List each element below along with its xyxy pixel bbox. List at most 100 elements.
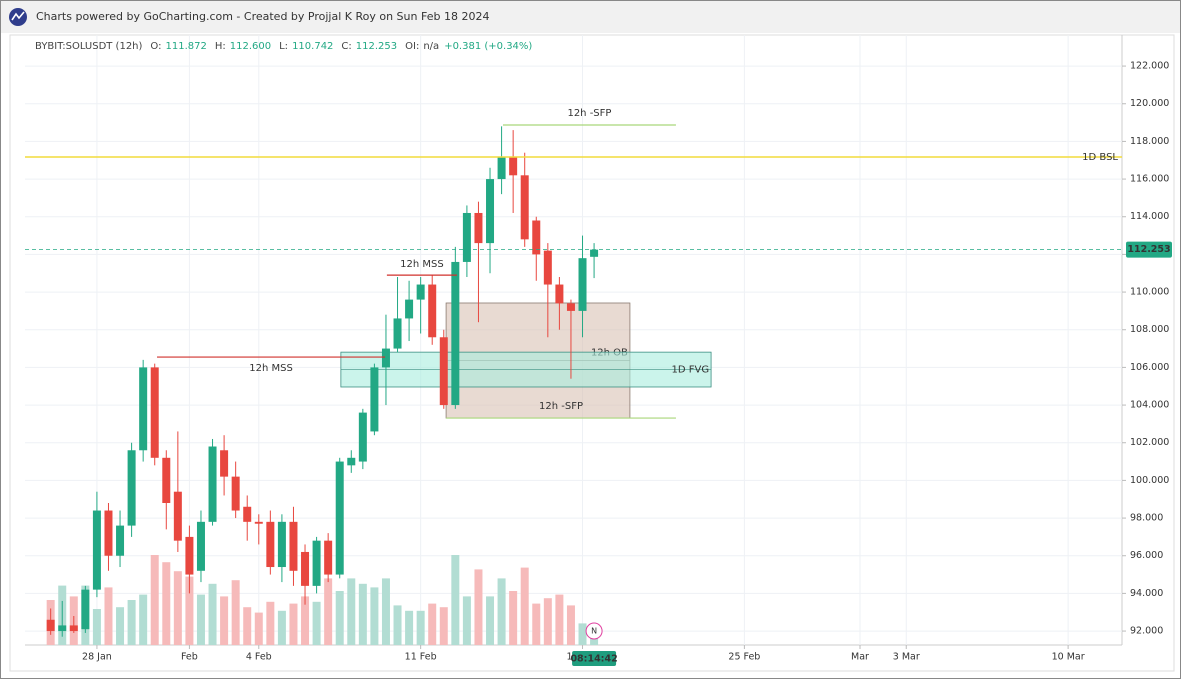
x-tick-label: 25 Feb [728, 652, 760, 663]
volume-bar [301, 596, 310, 645]
level-label: 12h -SFP [539, 401, 583, 412]
volume-bar [486, 596, 495, 645]
candle-body [393, 318, 402, 349]
candle-body [474, 212, 483, 244]
candle-body [451, 261, 460, 406]
header-title: Charts powered by GoCharting.com - Creat… [36, 10, 489, 23]
candle-body [439, 337, 448, 406]
candle-body [566, 303, 575, 311]
y-tick-label: 96.000 [1130, 550, 1163, 561]
volume-bar [462, 596, 471, 645]
candle-body [520, 175, 529, 240]
volume-bar [243, 607, 252, 645]
volume-bar [254, 612, 263, 645]
candle-body [543, 250, 552, 285]
volume-bar [358, 583, 367, 645]
candle-body [150, 367, 159, 458]
volume-bar [196, 594, 205, 645]
volume-bar [428, 603, 437, 645]
x-tick-label: Mar [851, 652, 869, 663]
info-change: +0.381 (+0.34%) [444, 41, 532, 52]
y-tick-label: 118.000 [1130, 136, 1169, 147]
info-value: 112.253 [356, 41, 397, 52]
countdown-box [572, 651, 617, 666]
candle-body [81, 589, 90, 630]
volume-bar [566, 605, 575, 645]
candle-body [289, 521, 298, 571]
info-label: H: [215, 41, 226, 52]
candle-body [277, 521, 286, 568]
volume-bar [578, 623, 587, 645]
candle-body [243, 506, 252, 522]
y-tick-label: 110.000 [1130, 287, 1169, 298]
info-value: n/a [423, 41, 439, 52]
y-tick-label: 116.000 [1130, 174, 1169, 185]
x-tick-label: 3 Mar [893, 652, 920, 663]
x-tick-label: 11 Feb [405, 652, 437, 663]
candle-body [555, 284, 564, 304]
volume-bar [532, 603, 541, 645]
y-tick-label: 120.000 [1130, 98, 1169, 109]
candle-body [497, 156, 506, 180]
candle-body [104, 510, 113, 556]
x-tick-label: Feb [181, 652, 198, 663]
level-label: 1D BSL [1082, 152, 1118, 163]
candle-body [231, 476, 240, 511]
candle-body [335, 461, 344, 575]
y-tick-label: 114.000 [1130, 211, 1169, 222]
candle-body [416, 284, 425, 300]
info-label: OI: [405, 41, 419, 52]
candle-body [358, 412, 367, 462]
zone-label: 1D FVG [671, 365, 709, 376]
volume-bar [173, 571, 182, 645]
candle-body [462, 212, 471, 262]
y-tick-label: 122.000 [1130, 61, 1169, 72]
candle-body [139, 367, 148, 451]
last-price-box [1126, 241, 1172, 258]
y-tick-label: 94.000 [1130, 588, 1163, 599]
volume-bar [104, 587, 113, 645]
y-tick-label: 92.000 [1130, 626, 1163, 637]
candle-body [58, 625, 67, 632]
level-label: 12h MSS [400, 259, 444, 270]
volume-bar [127, 600, 136, 645]
volume-bar [370, 587, 379, 645]
volume-bar [497, 578, 506, 645]
candle-body [185, 536, 194, 575]
volume-bar [324, 578, 333, 645]
volume-bar [509, 591, 518, 645]
volume-bar [220, 596, 229, 645]
ohlc-info: BYBIT:SOLUSDT (12h) O: 111.872 H: 112.600 L: 1… [35, 41, 532, 52]
info-label: C: [341, 41, 351, 52]
logo-glyph [11, 11, 25, 21]
candle-body [324, 540, 333, 575]
info-value: 111.872 [166, 41, 207, 52]
volume-bar [289, 603, 298, 645]
candle-body [370, 367, 379, 432]
candle-body [196, 521, 205, 571]
last-price-label: 112.253 [1127, 244, 1170, 255]
candle-body [301, 551, 310, 586]
volume-bar [162, 562, 171, 645]
info-symbol: BYBIT:SOLUSDT (12h) [35, 41, 143, 52]
volume-bar [139, 594, 148, 645]
candle-body [381, 348, 390, 368]
candle-body [220, 450, 229, 477]
candle-body [116, 525, 125, 556]
volume-bar [543, 598, 552, 645]
volume-bar [150, 555, 159, 645]
volume-bar [381, 578, 390, 645]
candle-body [173, 491, 182, 541]
candle-body [92, 510, 101, 590]
candle-body [266, 521, 275, 568]
volume-bar [474, 569, 483, 645]
volume-bar [393, 605, 402, 645]
y-tick-label: 108.000 [1130, 324, 1169, 335]
candle-body [254, 521, 263, 524]
y-tick-label: 100.000 [1130, 475, 1169, 486]
level-label: 12h -SFP [567, 108, 611, 119]
candle-body [428, 284, 437, 338]
x-tick-label: 4 Feb [246, 652, 272, 663]
candle-body [312, 540, 321, 586]
